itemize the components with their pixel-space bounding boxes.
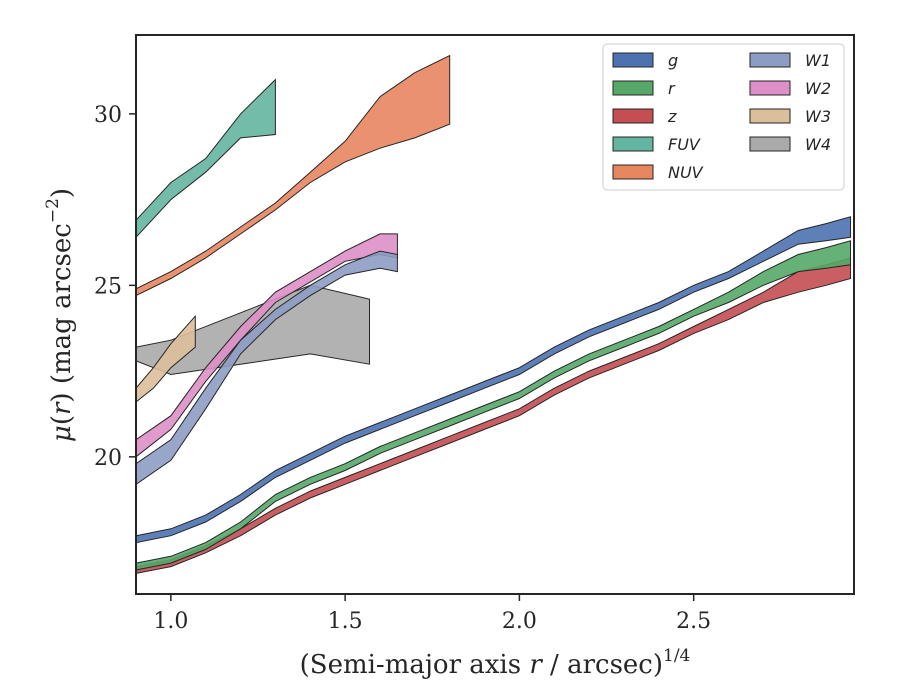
x-tick-label: 1.5	[328, 609, 363, 634]
x-axis-label: (Semi-major axis r / arcsec)1/4	[300, 646, 691, 680]
legend-swatch-FUV	[612, 136, 654, 152]
band-W1	[136, 250, 398, 485]
legend-swatch-W3	[749, 108, 791, 124]
legend-swatch-r	[612, 80, 654, 96]
y-tick-label: 30	[94, 103, 122, 128]
y-tick-label: 20	[94, 446, 122, 471]
legend-swatch-z	[612, 108, 654, 124]
legend-label-NUV: NUV	[668, 163, 704, 182]
legend-swatch-g	[612, 52, 654, 68]
x-tick-label: 2.5	[676, 609, 711, 634]
legend: grz FUV NUV W1 W2 W3 W4	[602, 43, 845, 191]
legend-label-W2: W2	[805, 79, 831, 98]
plot-frame	[135, 34, 855, 595]
profile-bands	[136, 54, 851, 574]
legend-swatch-W4	[749, 136, 791, 152]
legend-swatch-W1	[749, 52, 791, 68]
legend-label-z: z	[667, 107, 677, 126]
legend-swatch-NUV	[612, 164, 654, 180]
legend-label-FUV: FUV	[668, 135, 701, 154]
band-W3	[136, 314, 196, 403]
legend-label-W1: W1	[805, 51, 831, 70]
x-tick-label: 1.0	[153, 609, 188, 634]
legend-swatch-W2	[749, 80, 791, 96]
band-r	[136, 240, 851, 571]
y-tick-label: 25	[94, 274, 122, 299]
legend-label-g: g	[668, 51, 678, 70]
band-FUV	[136, 78, 276, 239]
legend-label-W4: W4	[805, 135, 831, 154]
y-axis-ticks: 20 25 30	[94, 103, 136, 471]
x-axis-ticks: 1.0 1.5 2.0 2.5	[153, 594, 711, 634]
y-axis-label: μ(r) (mag arcsec−2)	[43, 188, 77, 442]
band-NUV	[136, 54, 451, 297]
legend-label-W3: W3	[805, 107, 831, 126]
band-g	[136, 216, 851, 544]
x-tick-label: 2.0	[502, 609, 537, 634]
legend-label-r: r	[668, 79, 676, 98]
